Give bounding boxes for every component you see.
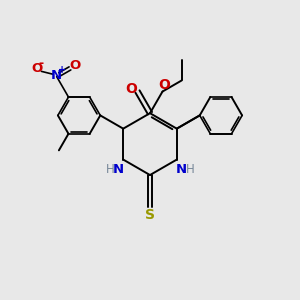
Text: N: N xyxy=(113,164,124,176)
Text: H: H xyxy=(106,164,114,176)
Text: O: O xyxy=(158,78,170,92)
Text: +: + xyxy=(58,65,66,75)
Text: N: N xyxy=(51,69,62,82)
Text: O: O xyxy=(125,82,137,96)
Text: -: - xyxy=(38,57,44,70)
Text: S: S xyxy=(145,208,155,222)
Text: N: N xyxy=(176,164,187,176)
Text: H: H xyxy=(186,164,194,176)
Text: O: O xyxy=(31,62,43,75)
Text: O: O xyxy=(70,59,81,72)
